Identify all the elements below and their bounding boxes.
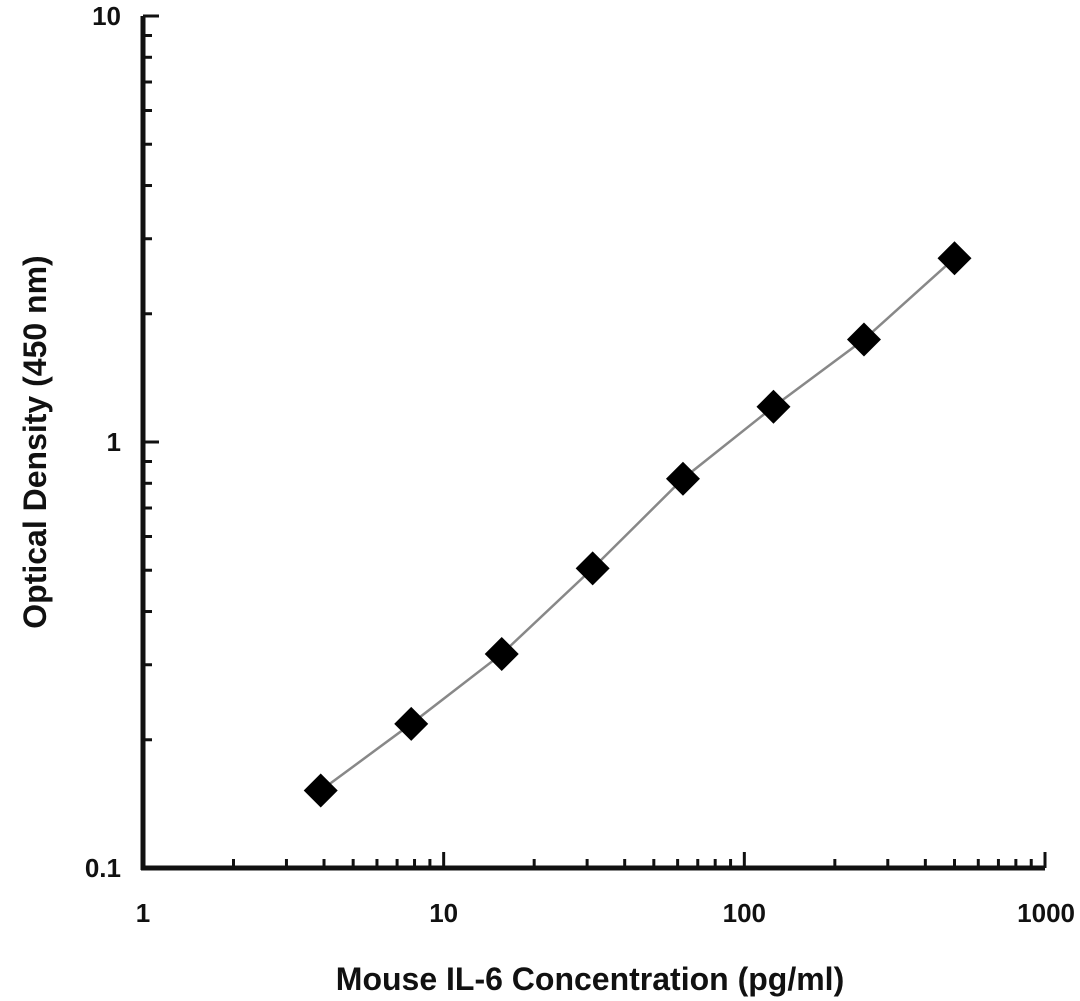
series-line (319, 257, 956, 792)
data-point-marker (665, 461, 700, 496)
data-point-marker (575, 551, 610, 586)
y-tick-label: 1 (107, 427, 121, 457)
x-tick-label: 1 (136, 898, 150, 928)
y-axis-label: Optical Density (450 nm) (17, 255, 53, 628)
data-point-marker (303, 773, 338, 808)
data-point-marker (756, 389, 791, 424)
data-point-marker (484, 636, 519, 671)
y-tick-label: 10 (92, 1, 121, 31)
data-point-marker (846, 322, 881, 357)
x-axis-label: Mouse IL-6 Concentration (pg/ml) (336, 961, 844, 997)
data-point-marker (937, 241, 972, 276)
data-points (303, 241, 972, 808)
y-axis (140, 14, 159, 870)
x-axis (141, 852, 1047, 871)
x-tick-label: 10 (429, 898, 458, 928)
data-point-marker (394, 706, 429, 741)
x-tick-label: 100 (723, 898, 766, 928)
x-tick-label: 1000 (1017, 898, 1075, 928)
y-tick-label: 0.1 (85, 853, 121, 883)
